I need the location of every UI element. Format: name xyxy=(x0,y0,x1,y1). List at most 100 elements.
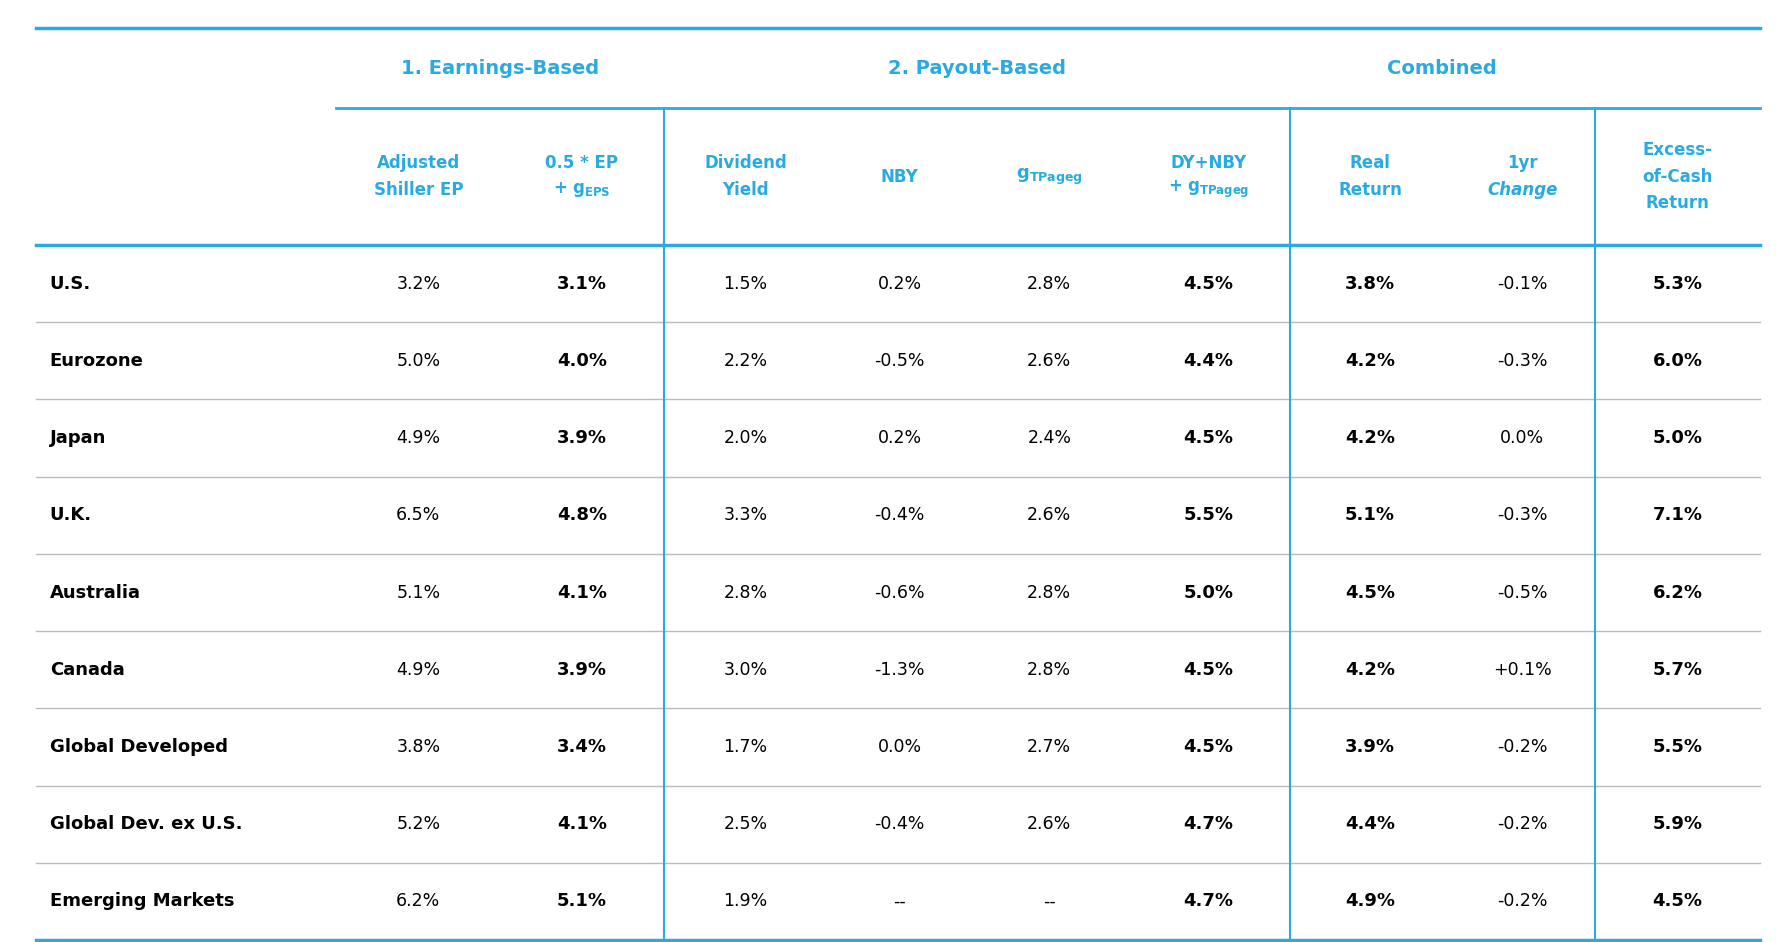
Text: 2. Payout-Based: 2. Payout-Based xyxy=(887,58,1065,78)
Text: 3.9%: 3.9% xyxy=(1344,738,1396,756)
Text: 4.1%: 4.1% xyxy=(557,583,606,602)
Text: -0.4%: -0.4% xyxy=(875,815,925,834)
Text: 5.5%: 5.5% xyxy=(1182,506,1234,525)
Text: 5.1%: 5.1% xyxy=(1344,506,1396,525)
Text: 1. Earnings-Based: 1. Earnings-Based xyxy=(402,58,599,78)
Text: 4.9%: 4.9% xyxy=(1344,892,1396,911)
Text: 5.0%: 5.0% xyxy=(1652,429,1703,447)
Text: -0.3%: -0.3% xyxy=(1497,506,1547,525)
Text: $\mathbf{g_{TPageg}}$: $\mathbf{g_{TPageg}}$ xyxy=(1015,167,1083,187)
Text: 7.1%: 7.1% xyxy=(1652,506,1703,525)
Text: Change: Change xyxy=(1486,181,1558,199)
Text: -0.2%: -0.2% xyxy=(1497,738,1547,756)
Text: 1.9%: 1.9% xyxy=(724,892,768,911)
Text: --: -- xyxy=(1044,892,1056,911)
Text: 4.5%: 4.5% xyxy=(1182,660,1234,679)
Text: 0.2%: 0.2% xyxy=(878,429,921,447)
Text: -0.6%: -0.6% xyxy=(875,583,925,602)
Text: 1yr: 1yr xyxy=(1508,154,1538,172)
Text: 4.7%: 4.7% xyxy=(1182,815,1234,834)
Text: 3.1%: 3.1% xyxy=(557,274,606,293)
Text: -1.3%: -1.3% xyxy=(875,660,925,679)
Text: 3.3%: 3.3% xyxy=(724,506,768,525)
Text: $\mathbf{+ \ g_{EPS}}$: $\mathbf{+ \ g_{EPS}}$ xyxy=(553,180,610,200)
Text: 3.4%: 3.4% xyxy=(557,738,606,756)
Text: Shiller EP: Shiller EP xyxy=(373,181,462,199)
Text: 4.5%: 4.5% xyxy=(1652,892,1703,911)
Text: 5.7%: 5.7% xyxy=(1652,660,1703,679)
Text: 5.0%: 5.0% xyxy=(396,351,441,370)
Text: NBY: NBY xyxy=(880,168,919,186)
Text: U.S.: U.S. xyxy=(50,274,91,293)
Text: Global Dev. ex U.S.: Global Dev. ex U.S. xyxy=(50,815,242,834)
Text: Australia: Australia xyxy=(50,583,140,602)
Text: 2.5%: 2.5% xyxy=(724,815,768,834)
Text: Eurozone: Eurozone xyxy=(50,351,144,370)
Text: 1.5%: 1.5% xyxy=(724,274,768,293)
Text: 2.6%: 2.6% xyxy=(1028,351,1072,370)
Text: 6.2%: 6.2% xyxy=(396,892,441,911)
Text: 5.9%: 5.9% xyxy=(1652,815,1703,834)
Text: 5.1%: 5.1% xyxy=(396,583,441,602)
Text: 2.4%: 2.4% xyxy=(1028,429,1072,447)
Text: 0.2%: 0.2% xyxy=(878,274,921,293)
Text: 0.0%: 0.0% xyxy=(1501,429,1545,447)
Text: 3.9%: 3.9% xyxy=(557,429,606,447)
Text: 2.8%: 2.8% xyxy=(1028,660,1072,679)
Text: 5.3%: 5.3% xyxy=(1652,274,1703,293)
Text: 4.5%: 4.5% xyxy=(1344,583,1396,602)
Text: $\mathbf{+ \ g_{TPageg}}$: $\mathbf{+ \ g_{TPageg}}$ xyxy=(1168,179,1248,201)
Text: 2.2%: 2.2% xyxy=(724,351,768,370)
Text: +0.1%: +0.1% xyxy=(1494,660,1552,679)
Text: 3.8%: 3.8% xyxy=(396,738,441,756)
Text: -0.5%: -0.5% xyxy=(1497,583,1547,602)
Text: 2.8%: 2.8% xyxy=(724,583,768,602)
Text: 6.2%: 6.2% xyxy=(1652,583,1703,602)
Text: 4.9%: 4.9% xyxy=(396,429,441,447)
Text: Canada: Canada xyxy=(50,660,124,679)
Text: 1.7%: 1.7% xyxy=(724,738,768,756)
Text: 4.4%: 4.4% xyxy=(1182,351,1234,370)
Text: 5.2%: 5.2% xyxy=(396,815,441,834)
Text: -0.5%: -0.5% xyxy=(875,351,925,370)
Text: -0.2%: -0.2% xyxy=(1497,892,1547,911)
Text: 2.0%: 2.0% xyxy=(724,429,768,447)
Text: 2.6%: 2.6% xyxy=(1028,815,1072,834)
Text: 4.2%: 4.2% xyxy=(1344,660,1396,679)
Text: Global Developed: Global Developed xyxy=(50,738,228,756)
Text: 2.6%: 2.6% xyxy=(1028,506,1072,525)
Text: 5.1%: 5.1% xyxy=(557,892,606,911)
Text: DY+NBY: DY+NBY xyxy=(1170,154,1246,172)
Text: 2.7%: 2.7% xyxy=(1028,738,1072,756)
Text: Emerging Markets: Emerging Markets xyxy=(50,892,235,911)
Text: 3.0%: 3.0% xyxy=(724,660,768,679)
Text: 4.5%: 4.5% xyxy=(1182,738,1234,756)
Text: 3.2%: 3.2% xyxy=(396,274,441,293)
Text: 5.5%: 5.5% xyxy=(1652,738,1703,756)
Text: Return: Return xyxy=(1645,194,1709,212)
Text: Adjusted: Adjusted xyxy=(377,154,461,172)
Text: 2.8%: 2.8% xyxy=(1028,583,1072,602)
Text: -0.3%: -0.3% xyxy=(1497,351,1547,370)
Text: 4.8%: 4.8% xyxy=(557,506,606,525)
Text: U.K.: U.K. xyxy=(50,506,92,525)
Text: 4.4%: 4.4% xyxy=(1344,815,1396,834)
Text: -0.1%: -0.1% xyxy=(1497,274,1547,293)
Text: 0.5 * EP: 0.5 * EP xyxy=(546,154,619,172)
Text: Combined: Combined xyxy=(1387,58,1497,78)
Text: Real: Real xyxy=(1350,154,1390,172)
Text: 3.9%: 3.9% xyxy=(557,660,606,679)
Text: 4.5%: 4.5% xyxy=(1182,274,1234,293)
Text: 6.5%: 6.5% xyxy=(396,506,441,525)
Text: 6.0%: 6.0% xyxy=(1652,351,1703,370)
Text: 4.2%: 4.2% xyxy=(1344,429,1396,447)
Text: Japan: Japan xyxy=(50,429,107,447)
Text: 2.8%: 2.8% xyxy=(1028,274,1072,293)
Text: 3.8%: 3.8% xyxy=(1344,274,1396,293)
Text: 4.1%: 4.1% xyxy=(557,815,606,834)
Text: 5.0%: 5.0% xyxy=(1182,583,1234,602)
Text: 4.0%: 4.0% xyxy=(557,351,606,370)
Text: 4.5%: 4.5% xyxy=(1182,429,1234,447)
Text: Excess-: Excess- xyxy=(1643,141,1712,159)
Text: -0.2%: -0.2% xyxy=(1497,815,1547,834)
